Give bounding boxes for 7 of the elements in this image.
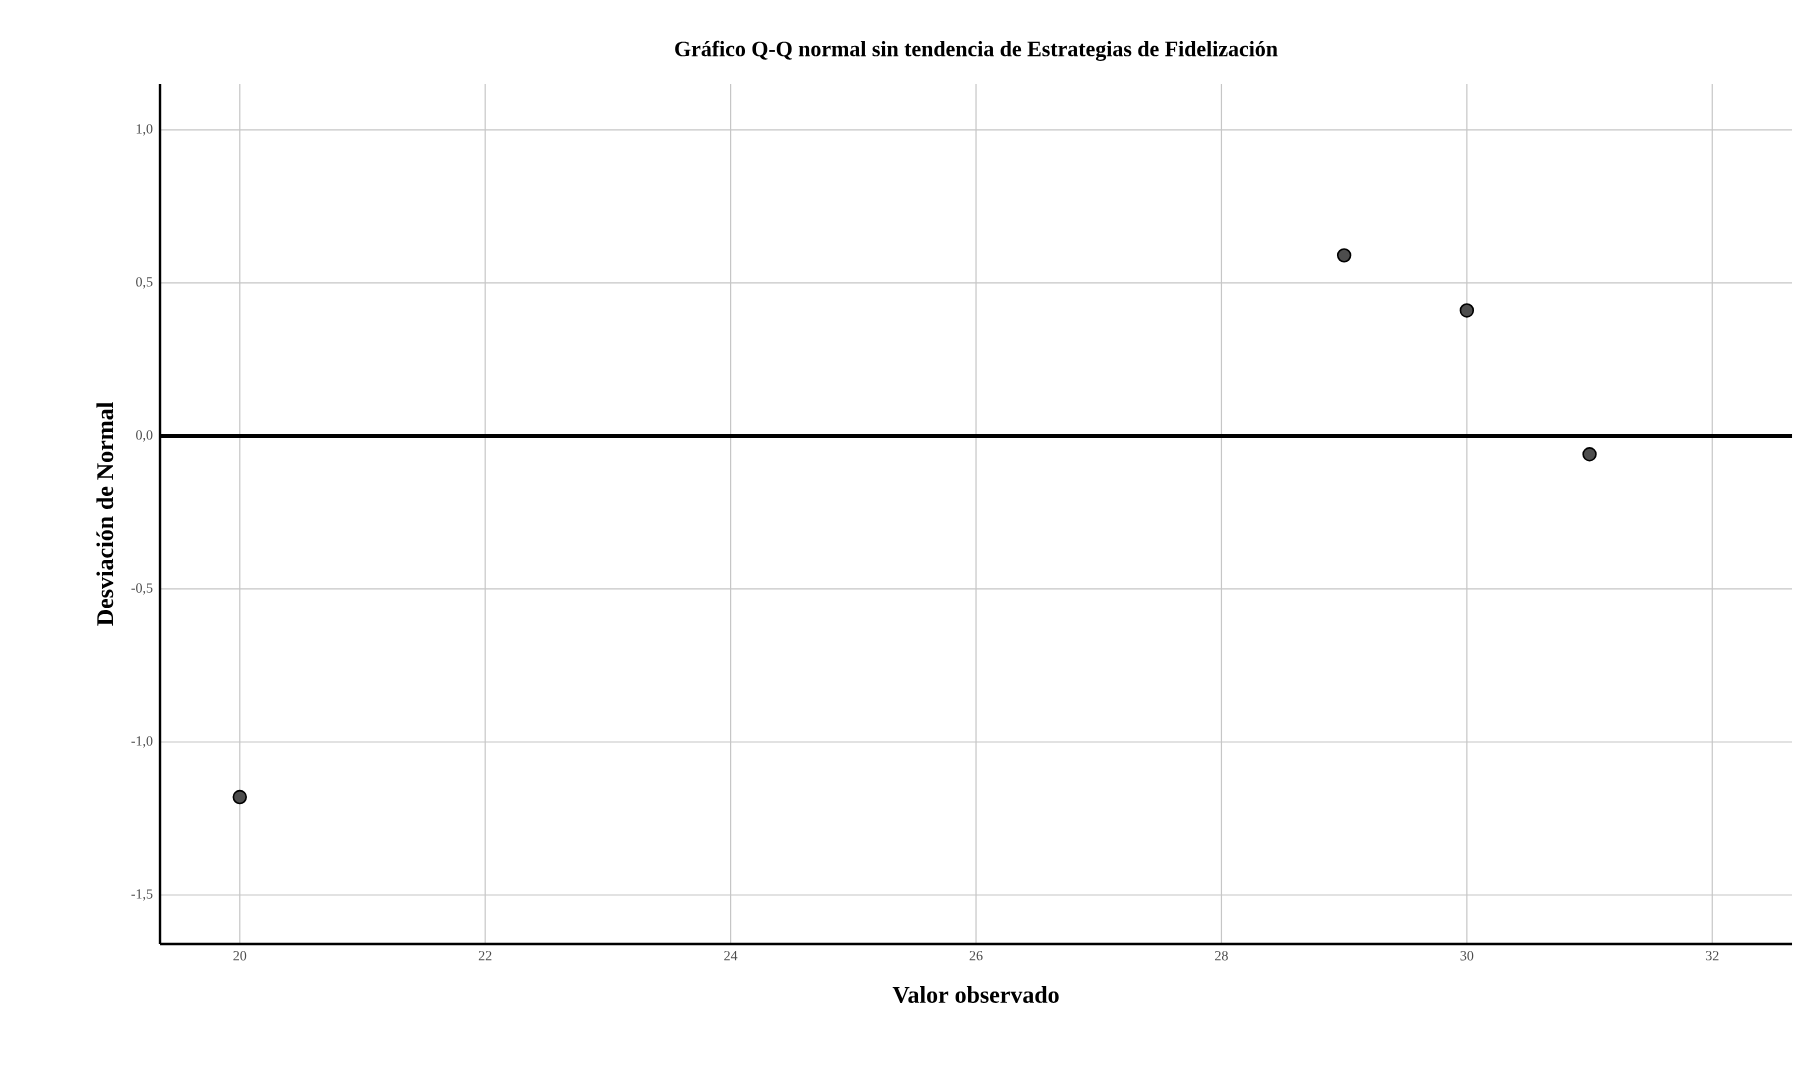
point xyxy=(232,789,247,805)
y-axis-title: Desviación de Normal xyxy=(96,402,114,626)
chart-title: Gráfico Q-Q normal sin tendencia de Estrategias de Fidelización xyxy=(675,40,1278,61)
point xyxy=(1582,447,1597,462)
point xyxy=(1459,303,1475,318)
point xyxy=(1336,248,1352,263)
x-axis-title: Valor observado xyxy=(892,986,1059,1004)
